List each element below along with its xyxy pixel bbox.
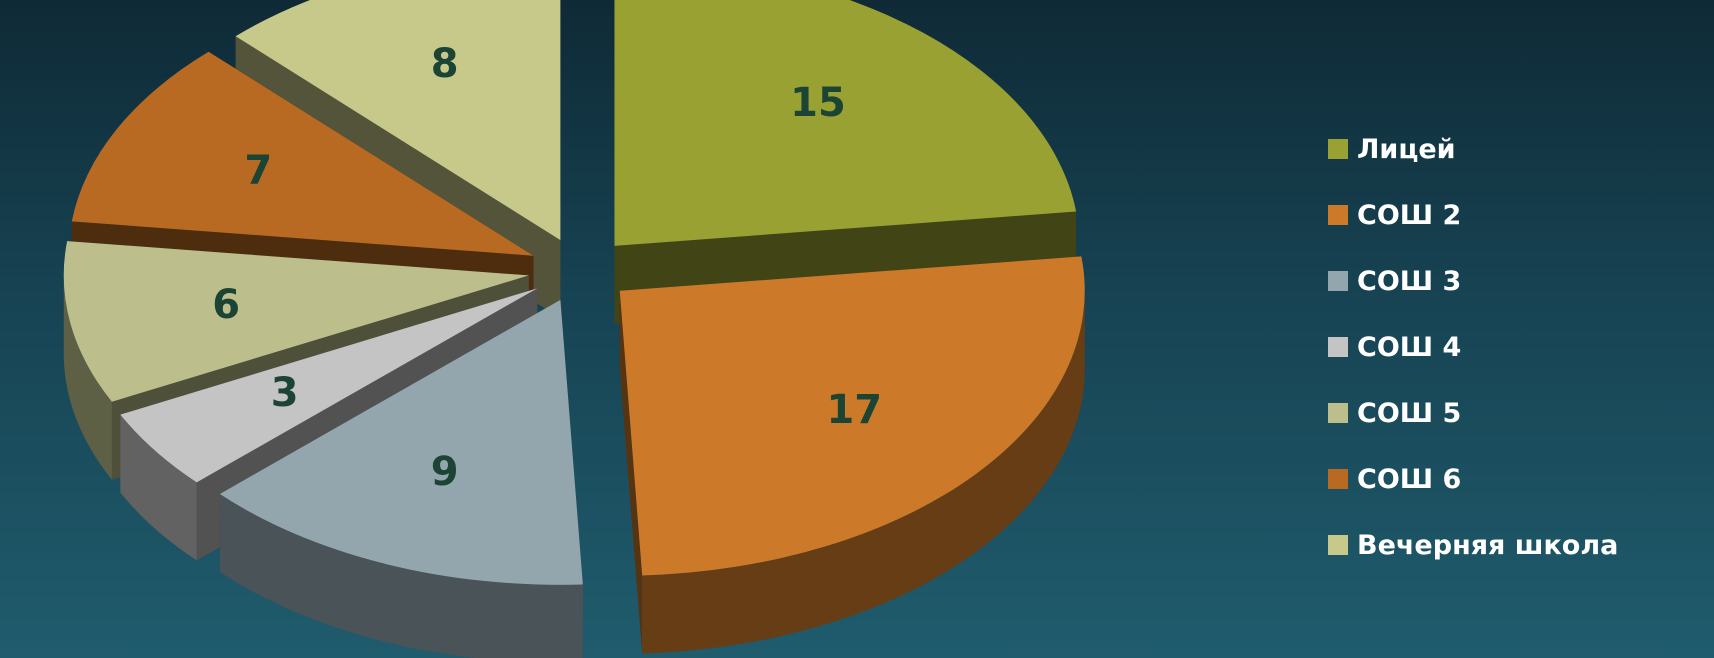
legend-item: СОШ 6 bbox=[1328, 446, 1618, 512]
legend-item: СОШ 4 bbox=[1328, 314, 1618, 380]
pie-slice-edge bbox=[642, 290, 1085, 654]
legend: Лицей СОШ 2 СОШ 3 СОШ 4 СОШ 5 СОШ 6 Вече… bbox=[1328, 116, 1618, 578]
pie-slice bbox=[614, 0, 1077, 246]
data-label: 9 bbox=[431, 449, 459, 495]
legend-label: СОШ 5 bbox=[1357, 397, 1462, 429]
data-label: 17 bbox=[826, 387, 882, 433]
legend-item: Вечерняя школа bbox=[1328, 512, 1618, 578]
pie-tops bbox=[63, 0, 1085, 585]
data-label: 3 bbox=[271, 370, 299, 416]
pie-labels: 15 17 9 36 7 8 bbox=[212, 41, 882, 495]
pie-slice bbox=[120, 288, 538, 483]
legend-label: СОШ 2 bbox=[1357, 199, 1462, 231]
data-label: 15 bbox=[790, 80, 846, 126]
pie-slice bbox=[235, 0, 561, 241]
pie-slice bbox=[619, 256, 1085, 576]
pie-slice-edge bbox=[120, 414, 197, 561]
pie-slice-edge bbox=[63, 275, 112, 480]
pie-slice-edge bbox=[219, 493, 583, 658]
legend-label: СОШ 4 bbox=[1357, 331, 1462, 363]
pie-slice bbox=[219, 299, 583, 585]
legend-swatch bbox=[1328, 337, 1348, 357]
legend-label: Вечерняя школа bbox=[1357, 529, 1619, 561]
data-label: 8 bbox=[431, 41, 459, 87]
pie-slice-side bbox=[619, 290, 643, 654]
pie-slice bbox=[63, 241, 529, 402]
legend-swatch bbox=[1328, 403, 1348, 423]
legend-swatch bbox=[1328, 469, 1348, 489]
data-label: 7 bbox=[244, 147, 272, 193]
legend-swatch bbox=[1328, 535, 1348, 555]
legend-label: СОШ 6 bbox=[1357, 463, 1462, 495]
legend-label: Лицей bbox=[1357, 133, 1456, 165]
legend-swatch bbox=[1328, 271, 1348, 291]
legend-item: СОШ 3 bbox=[1328, 248, 1618, 314]
legend-item: СОШ 2 bbox=[1328, 182, 1618, 248]
data-label: 6 bbox=[212, 282, 240, 328]
legend-swatch bbox=[1328, 205, 1348, 225]
legend-item: Лицей bbox=[1328, 116, 1618, 182]
pie-slice bbox=[71, 51, 534, 256]
legend-swatch bbox=[1328, 139, 1348, 159]
legend-label: СОШ 3 bbox=[1357, 265, 1462, 297]
legend-item: СОШ 5 bbox=[1328, 380, 1618, 446]
